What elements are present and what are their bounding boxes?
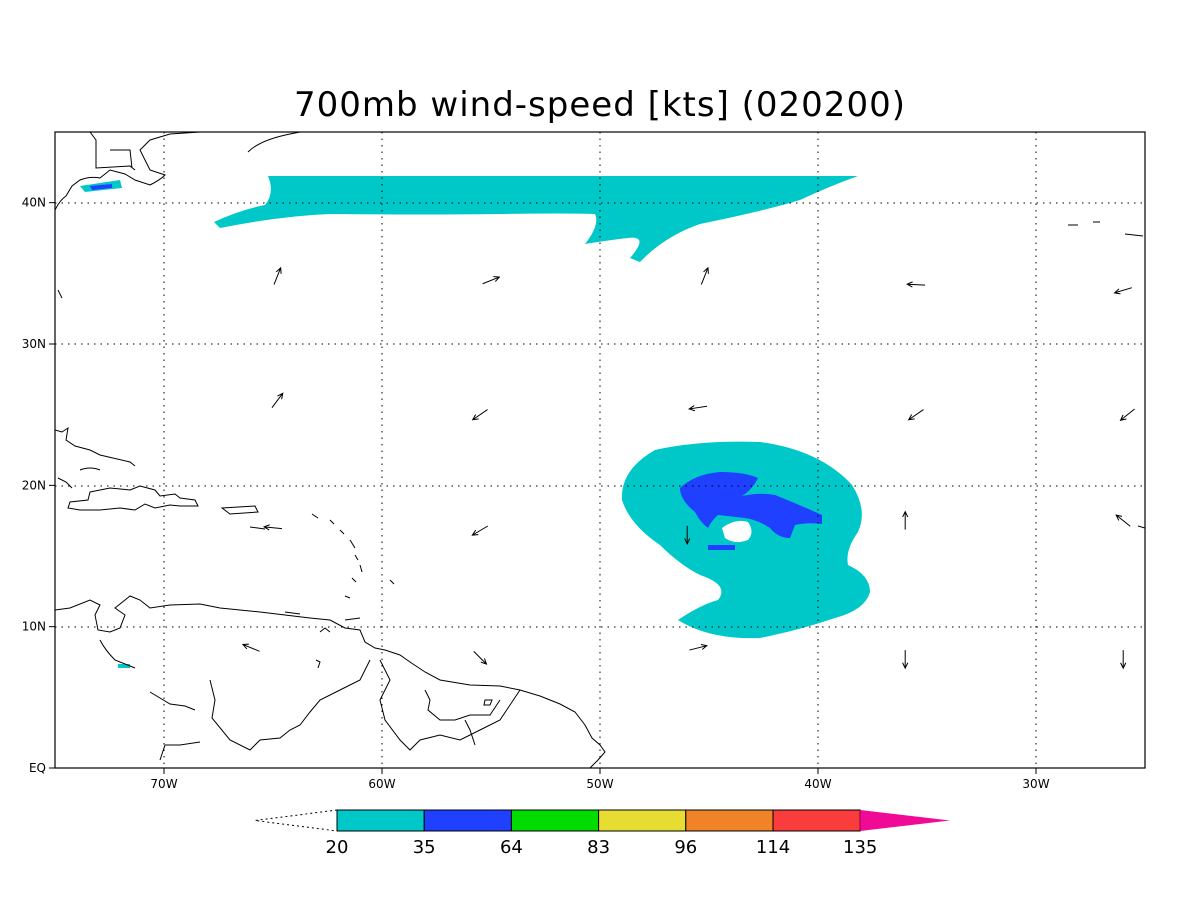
colorbar-level-label: 64 bbox=[500, 837, 523, 858]
colorbar-level-label: 83 bbox=[587, 837, 610, 858]
wind-arrow bbox=[471, 409, 488, 421]
colorbar-swatch bbox=[336, 809, 425, 832]
wind-arrow bbox=[1120, 650, 1127, 670]
wind-arrow bbox=[1119, 408, 1135, 422]
x-tick-label: 50W bbox=[586, 777, 613, 791]
colorbar-level-label: 114 bbox=[756, 837, 790, 858]
wind-arrow bbox=[689, 643, 708, 651]
wind-shade-20-35-north bbox=[214, 176, 858, 262]
colorbar-under-triangle bbox=[254, 809, 338, 832]
y-tick-label: EQ bbox=[29, 761, 46, 775]
y-tick-label: 20N bbox=[22, 478, 46, 492]
colorbar-swatch bbox=[510, 809, 600, 832]
wind-shade-colombia-cyan bbox=[118, 664, 130, 668]
wind-arrow bbox=[1113, 287, 1132, 295]
x-axis-ticks: 70W 60W 50W 40W 30W bbox=[150, 768, 1050, 791]
wind-arrow bbox=[473, 651, 488, 665]
wind-arrow bbox=[273, 266, 282, 285]
wind-arrow bbox=[700, 266, 709, 285]
wind-arrow bbox=[905, 281, 926, 288]
y-axis-ticks: EQ 10N 20N 30N 40N bbox=[22, 196, 55, 775]
wind-arrow bbox=[482, 276, 501, 285]
colorbar-level-label: 35 bbox=[413, 837, 436, 858]
coastlines bbox=[55, 132, 1145, 768]
wind-shade-35-64-storm bbox=[680, 472, 822, 538]
colorbar-level-label: 20 bbox=[326, 837, 349, 858]
wind-vector-layer bbox=[241, 266, 1135, 670]
colorbar-level-label: 96 bbox=[674, 837, 697, 858]
wind-arrow bbox=[1115, 514, 1131, 527]
colorbar-swatch bbox=[423, 809, 512, 832]
y-tick-label: 30N bbox=[22, 337, 46, 351]
y-tick-label: 40N bbox=[22, 196, 46, 210]
colorbar-swatch bbox=[772, 809, 861, 832]
storm-eye bbox=[722, 520, 752, 543]
colorbar: 20 35 64 83 96 114 135 bbox=[254, 809, 950, 858]
colorbar-swatch bbox=[598, 809, 687, 832]
map-title: 700mb wind-speed [kts] (020200) bbox=[294, 85, 906, 125]
x-tick-label: 30W bbox=[1022, 777, 1049, 791]
wind-shade-35-64-small bbox=[708, 545, 735, 550]
wind-arrow bbox=[902, 510, 909, 530]
wind-arrow bbox=[471, 525, 489, 536]
x-tick-label: 70W bbox=[150, 777, 177, 791]
wind-arrow bbox=[902, 650, 909, 670]
colorbar-over-triangle bbox=[860, 810, 950, 831]
wind-arrow bbox=[271, 392, 284, 409]
wind-arrow bbox=[688, 405, 708, 412]
colorbar-level-label: 135 bbox=[843, 837, 877, 858]
colorbar-swatch bbox=[685, 809, 774, 832]
wind-shade-ny-blue bbox=[90, 184, 112, 190]
wind-arrow bbox=[262, 524, 283, 531]
wind-arrow bbox=[907, 409, 924, 421]
y-tick-label: 10N bbox=[22, 620, 46, 634]
x-tick-label: 40W bbox=[804, 777, 831, 791]
wind-arrow bbox=[241, 643, 260, 652]
x-tick-label: 60W bbox=[368, 777, 395, 791]
wind-arrow bbox=[684, 525, 691, 545]
